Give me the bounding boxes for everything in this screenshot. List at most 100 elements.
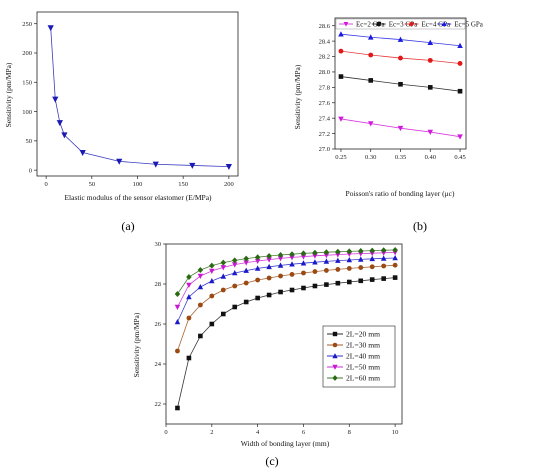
x-axis-label: Width of bonding layer (mm) <box>241 439 330 448</box>
data-point <box>220 287 226 293</box>
x-tick-label: 4 <box>256 429 260 436</box>
x-tick-label: 0.40 <box>425 154 436 161</box>
x-tick-label: 0 <box>164 429 167 436</box>
data-point <box>186 282 192 288</box>
data-point <box>278 273 283 279</box>
data-point <box>254 258 261 264</box>
data-point <box>338 116 344 122</box>
legend-entry: 2L=20 mm <box>346 330 380 339</box>
data-point <box>367 121 374 127</box>
data-point <box>186 315 192 321</box>
data-point <box>301 270 306 276</box>
data-point <box>266 257 272 263</box>
legend-marker <box>332 342 338 348</box>
data-point <box>255 277 261 283</box>
data-point <box>243 280 249 286</box>
data-point <box>312 249 318 256</box>
data-point <box>300 254 307 260</box>
data-point <box>209 321 215 327</box>
data-point <box>392 275 398 280</box>
chart-panel-a: 0 50 100 150 200 0 50 100 150 200 250 Elastic modul… <box>4 11 239 233</box>
x-tick-label: 0.45 <box>454 154 465 161</box>
data-point <box>368 78 374 83</box>
x-tick-label: 6 <box>302 429 306 436</box>
x-tick-label: 0.30 <box>365 154 376 161</box>
data-point <box>346 257 353 263</box>
data-point <box>174 319 181 325</box>
x-tick-label: 8 <box>348 429 351 436</box>
y-tick-label: 28.4 <box>319 38 331 45</box>
data-point <box>335 252 341 258</box>
y-tick-label: 150 <box>22 79 32 86</box>
x-tick-label: 2 <box>210 429 213 436</box>
data-point <box>358 265 364 271</box>
data-point <box>392 247 398 253</box>
data-point <box>369 277 375 282</box>
data-point <box>397 125 404 132</box>
data-point <box>243 299 249 305</box>
data-point <box>61 132 68 139</box>
y-tick-label: 22 <box>155 401 162 408</box>
data-point <box>255 295 260 301</box>
data-point <box>289 251 295 258</box>
data-point <box>358 278 364 284</box>
data-point <box>427 57 433 63</box>
data-point <box>427 129 434 136</box>
plot-frame <box>36 11 239 177</box>
x-tick-label: 100 <box>133 181 143 188</box>
x-axis-label: Poisson's ratio of bonding layer (μc) <box>346 189 455 198</box>
data-point <box>357 248 364 254</box>
y-tick-label: 26 <box>155 321 162 328</box>
data-point <box>220 259 227 266</box>
data-point <box>398 81 403 87</box>
data-point <box>231 257 238 264</box>
data-point <box>277 252 284 258</box>
data-point <box>312 269 318 275</box>
data-point <box>266 263 272 270</box>
data-point <box>266 292 272 298</box>
data-point <box>369 255 375 262</box>
x-tick-label: 0.35 <box>395 154 406 161</box>
data-point <box>323 252 330 259</box>
data-point <box>254 254 261 261</box>
x-tick-label: 0 <box>45 181 48 188</box>
data-point <box>457 88 463 94</box>
data-point <box>338 48 344 54</box>
data-point <box>301 285 306 291</box>
data-point <box>380 247 387 254</box>
data-point <box>209 293 215 299</box>
legend-entry: 2L=60 mm <box>346 374 380 383</box>
legend-entry: 2L=50 mm <box>346 363 380 372</box>
data-point <box>175 405 180 411</box>
data-point <box>220 265 227 271</box>
data-point <box>381 276 386 281</box>
data-point <box>289 287 295 293</box>
y-tick-label: 200 <box>22 50 32 57</box>
y-tick-label: 50 <box>26 138 33 145</box>
legend-entry: 2L=30 mm <box>346 341 380 350</box>
data-point <box>392 262 398 268</box>
data-point <box>312 283 318 289</box>
data-point <box>231 262 238 268</box>
data-point <box>289 271 295 277</box>
data-point <box>346 265 352 271</box>
panel-label: (b) <box>413 219 427 233</box>
data-point <box>367 34 374 40</box>
y-tick-label: 24 <box>155 361 162 368</box>
y-axis-label: Sensitivity (pm/MPa) <box>132 312 141 377</box>
y-tick-label: 30 <box>155 241 162 248</box>
series-line <box>177 252 396 308</box>
legend-entry: Ec=2 GPa <box>356 20 386 28</box>
legend: Ec=2 GPa Ec=3 GPa Ec=4 GPa Ec=5 GPa <box>335 18 484 30</box>
y-axis-label: Sensitivity (pm/MPa) <box>4 62 13 127</box>
data-point <box>198 333 203 339</box>
y-tick-label: 28.2 <box>319 54 330 61</box>
y-tick-label: 27.8 <box>319 85 330 92</box>
data-point <box>174 291 181 297</box>
legend-marker <box>332 353 338 359</box>
legend-marker <box>441 21 447 26</box>
legend-marker <box>409 21 414 27</box>
data-point <box>324 282 329 287</box>
data-point <box>323 258 330 264</box>
